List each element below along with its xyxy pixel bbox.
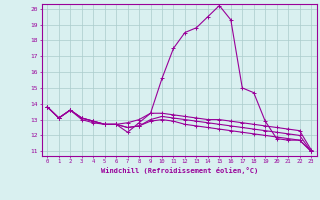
X-axis label: Windchill (Refroidissement éolien,°C): Windchill (Refroidissement éolien,°C) — [100, 167, 258, 174]
